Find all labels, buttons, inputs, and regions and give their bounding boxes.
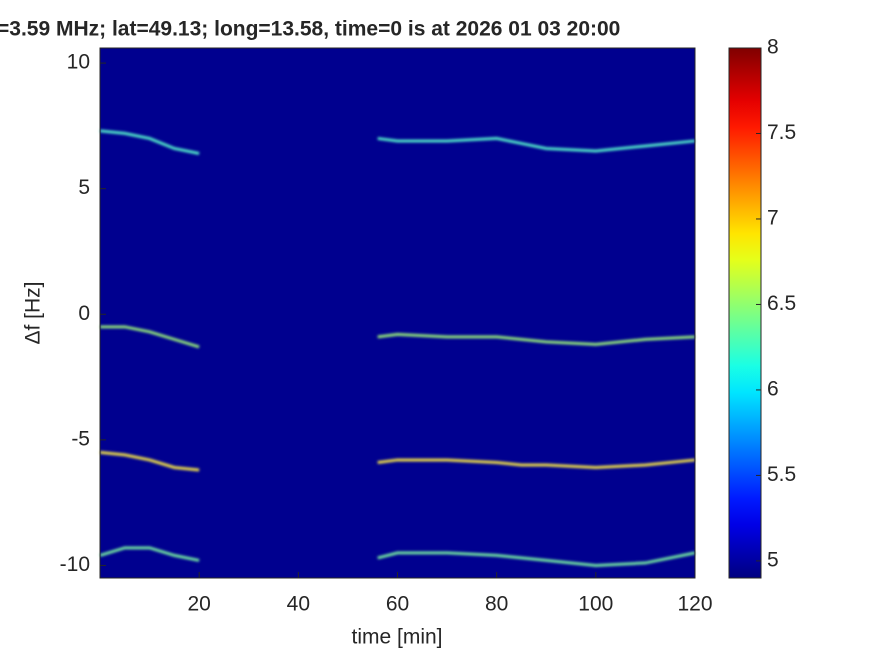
x-tick-label: 80 <box>485 593 508 616</box>
y-tick-label: 10 <box>67 51 90 74</box>
x-tick-label: 120 <box>677 593 712 616</box>
y-tick-label: 0 <box>78 302 90 325</box>
colorbar-tick-label: 7 <box>767 207 779 230</box>
colorbar-tick-label: 5 <box>767 548 779 571</box>
plot-area <box>100 48 695 578</box>
y-tick-label: 5 <box>78 176 90 199</box>
trace <box>100 325 696 349</box>
trace <box>99 450 696 472</box>
trace <box>99 129 696 155</box>
colorbar <box>728 47 762 579</box>
chart-title: =3.59 MHz; lat=49.13; long=13.58, time=0… <box>0 18 620 41</box>
colorbar-tick-label: 5.5 <box>767 463 796 486</box>
y-tick-label: -10 <box>60 553 90 576</box>
colorbar-tick-label: 8 <box>767 36 779 59</box>
trace <box>99 546 696 567</box>
x-tick-label: 20 <box>187 593 210 616</box>
x-tick-label: 60 <box>386 593 409 616</box>
colorbar-tick-label: 6 <box>767 377 779 400</box>
x-axis-label: time [min] <box>351 626 442 649</box>
y-axis-label: Δf [Hz] <box>22 281 45 344</box>
x-tick-label: 100 <box>578 593 613 616</box>
y-tick-label: -5 <box>71 427 90 450</box>
colorbar-tick-label: 6.5 <box>767 292 796 315</box>
colorbar-tick-label: 7.5 <box>767 121 796 144</box>
x-tick-label: 40 <box>287 593 310 616</box>
